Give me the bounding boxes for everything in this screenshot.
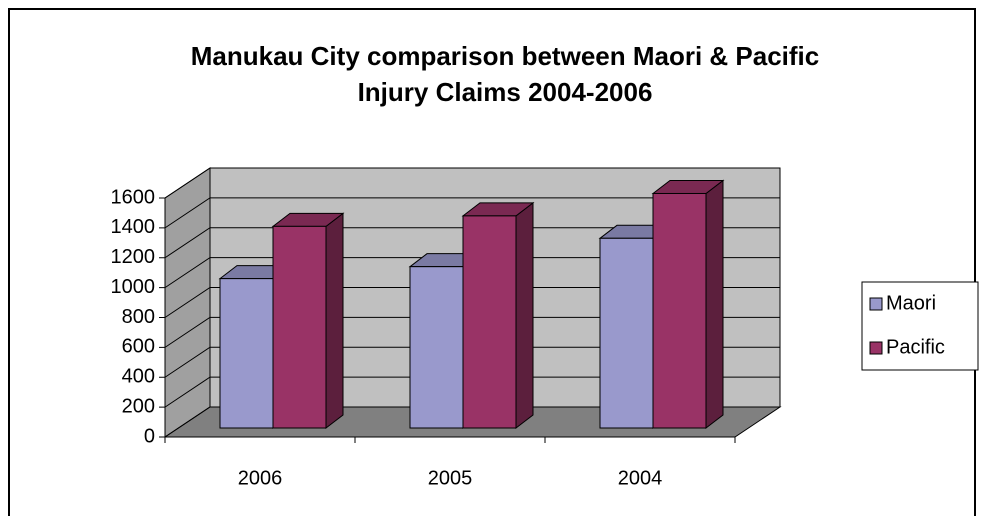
y-tick-label: 1200: [111, 246, 156, 268]
grid-line: [164, 287, 780, 318]
x-tick-label: 2004: [618, 467, 663, 489]
grid-line: [164, 197, 780, 229]
bar: [462, 215, 517, 429]
y-tick-label: 0: [144, 425, 155, 447]
bar-side: [325, 212, 344, 430]
y-tick-label: 200: [122, 395, 155, 417]
bar-side: [705, 179, 724, 430]
chart-title: Manukau City comparison between Maori & …: [190, 41, 820, 107]
x-tick-label: 2006: [238, 467, 283, 489]
chart-frame: [8, 8, 976, 516]
bar: [219, 278, 274, 429]
legend-box: [861, 281, 979, 371]
y-tick-label: 1000: [111, 276, 156, 298]
grid-line: [164, 406, 780, 438]
legend-label: Pacific: [886, 336, 945, 358]
y-tick-label: 600: [122, 336, 155, 358]
legend-swatch: [869, 297, 883, 311]
legend-label: Maori: [886, 292, 936, 314]
grid-line: [164, 346, 780, 378]
x-tick-label: 2005: [428, 467, 473, 489]
bar: [272, 225, 327, 429]
legend-swatch: [869, 341, 883, 355]
grid-line: [164, 316, 780, 348]
bar-side: [515, 201, 534, 430]
y-tick-label: 400: [122, 366, 155, 388]
grid-line: [164, 376, 780, 408]
grid-line: [164, 257, 780, 289]
y-tick-label: 1400: [111, 216, 156, 238]
y-tick-label: 1600: [111, 186, 156, 208]
bar: [652, 192, 707, 429]
grid-line: [164, 167, 780, 199]
y-tick-label: 800: [122, 306, 155, 328]
bar: [599, 237, 654, 429]
bar: [409, 266, 464, 429]
grid-line: [164, 227, 780, 259]
